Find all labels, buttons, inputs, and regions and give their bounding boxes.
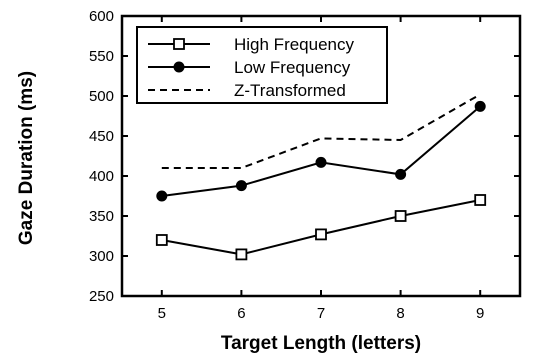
legend: High Frequency Low Frequency Z-Transform… [136, 26, 388, 104]
legend-item-low-frequency: Low Frequency [148, 58, 351, 77]
y-tick-label: 350 [89, 208, 114, 225]
series-line-low-frequency [161, 105, 481, 197]
legend-marker-filled-circle [173, 61, 185, 73]
legend-marker-open-square [173, 38, 185, 50]
y-tick-label: 450 [89, 128, 114, 145]
axis-ticks: 250 300 350 400 450 500 550 600 5 6 7 8 9 [89, 8, 520, 322]
legend-label-low-frequency: Low Frequency [234, 58, 351, 77]
series-low-frequency [156, 100, 486, 202]
data-point-low-frequency [235, 180, 247, 192]
legend-label-high-frequency: High Frequency [234, 35, 355, 54]
data-point-low-frequency [474, 100, 486, 112]
data-point-low-frequency [395, 168, 407, 180]
series-high-frequency [155, 194, 487, 261]
series-line-z-transformed [161, 93, 481, 169]
x-tick-label: 5 [158, 305, 166, 322]
y-tick-label: 250 [89, 288, 114, 305]
data-point-low-frequency [315, 156, 327, 168]
legend-item-high-frequency: High Frequency [148, 35, 355, 54]
y-axis-title: Gaze Duration (ms) [16, 71, 37, 245]
series-line-high-frequency [161, 199, 481, 256]
y-tick-label: 400 [89, 168, 114, 185]
y-tick-label: 550 [89, 48, 114, 65]
x-tick-label: 8 [396, 305, 404, 322]
y-tick-label: 600 [89, 8, 114, 25]
data-point-high-frequency [315, 228, 327, 241]
x-axis-title: Target Length (letters) [221, 333, 421, 354]
x-tick-label: 6 [237, 305, 245, 322]
x-tick-label: 7 [317, 305, 325, 322]
data-point-low-frequency [156, 190, 168, 202]
y-tick-label: 300 [89, 248, 114, 265]
series-z-transformed [161, 93, 481, 169]
data-point-high-frequency [394, 210, 407, 222]
legend-item-z-transformed: Z-Transformed [148, 81, 346, 100]
data-point-high-frequency [474, 194, 487, 206]
legend-label-z-transformed: Z-Transformed [234, 81, 346, 100]
y-tick-label: 500 [89, 88, 114, 105]
data-point-high-frequency [155, 234, 168, 246]
series-layer [155, 93, 487, 261]
x-tick-label: 9 [476, 305, 484, 322]
data-point-high-frequency [235, 248, 248, 261]
